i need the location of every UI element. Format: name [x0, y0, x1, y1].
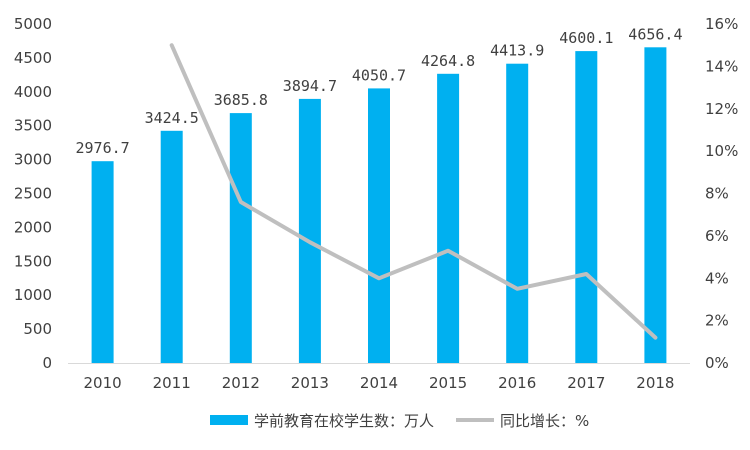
- y-right-tick-label: 12%: [705, 100, 738, 118]
- growth-line: [169, 43, 658, 340]
- bar-2015: [437, 73, 460, 364]
- data-label-2018: 4656.4: [628, 25, 682, 43]
- data-label-2017: 4600.1: [559, 29, 613, 47]
- legend-label-line: 同比增长：%: [500, 412, 589, 430]
- bar-2013: [298, 98, 321, 364]
- y-right-tick-label: 6%: [705, 227, 729, 245]
- x-tick-label: 2012: [222, 374, 260, 392]
- bar-2014: [368, 88, 390, 364]
- y-right-tick-label: 14%: [705, 57, 738, 75]
- y-left-tick-label: 5000: [14, 15, 52, 33]
- y-left-tick-label: 4000: [14, 83, 52, 101]
- y-left-tick-label: 1500: [14, 252, 52, 270]
- x-tick-label: 2016: [498, 374, 536, 392]
- y-left-tick-label: 0: [42, 354, 52, 372]
- data-label-2016: 4413.9: [490, 42, 544, 60]
- y-left-tick-label: 1000: [14, 286, 52, 304]
- data-labels: 2976.7 3424.5 3685.8 3894.7 4050.7 4264.8 4413…: [76, 25, 683, 157]
- data-label-2013: 3894.7: [283, 77, 337, 95]
- data-label-2012: 3685.8: [214, 91, 268, 109]
- axes: 2010 2011 2012 2013 2014 2015 2016 2017 2018 0 500…: [14, 15, 739, 392]
- x-tick-label: 2010: [84, 374, 122, 392]
- y-left-tick-label: 500: [23, 320, 52, 338]
- x-tick-label: 2017: [567, 374, 605, 392]
- data-label-2014: 4050.7: [352, 66, 406, 84]
- bar-2016: [506, 63, 529, 363]
- y-left-tick-label: 3000: [14, 151, 52, 169]
- legend-swatch-bar: [210, 415, 248, 425]
- x-tick-label: 2018: [636, 374, 674, 392]
- legend: 学前教育在校学生数：万人 同比增长：%: [210, 412, 589, 430]
- y-right-tick-label: 8%: [705, 185, 729, 203]
- y-right-tick-label: 10%: [705, 142, 738, 160]
- legend-label-bar: 学前教育在校学生数：万人: [254, 412, 434, 430]
- bar-2010: [91, 161, 114, 363]
- x-tick-label: 2011: [153, 374, 191, 392]
- data-label-2015: 4264.8: [421, 52, 475, 70]
- x-tick-label: 2014: [360, 374, 398, 392]
- data-label-2010: 2976.7: [76, 139, 130, 157]
- y-left-tick-label: 2000: [14, 218, 52, 236]
- data-label-2011: 3424.5: [145, 109, 199, 127]
- x-tick-label: 2015: [429, 374, 467, 392]
- bar-2018: [644, 47, 667, 364]
- y-right-tick-label: 16%: [705, 15, 738, 33]
- y-right-tick-label: 2%: [705, 312, 729, 330]
- y-left-tick-label: 3500: [14, 117, 52, 135]
- y-right-tick-label: 0%: [705, 354, 729, 372]
- y-left-tick-label: 4500: [14, 49, 52, 67]
- y-left-tick-label: 2500: [14, 185, 52, 203]
- bar-2012: [229, 113, 252, 363]
- bar-2017: [575, 51, 598, 363]
- y-right-tick-label: 4%: [705, 269, 729, 287]
- x-tick-label: 2013: [291, 374, 329, 392]
- bar-series: [91, 47, 667, 364]
- line-series: [169, 43, 658, 340]
- bar-2011: [160, 130, 183, 363]
